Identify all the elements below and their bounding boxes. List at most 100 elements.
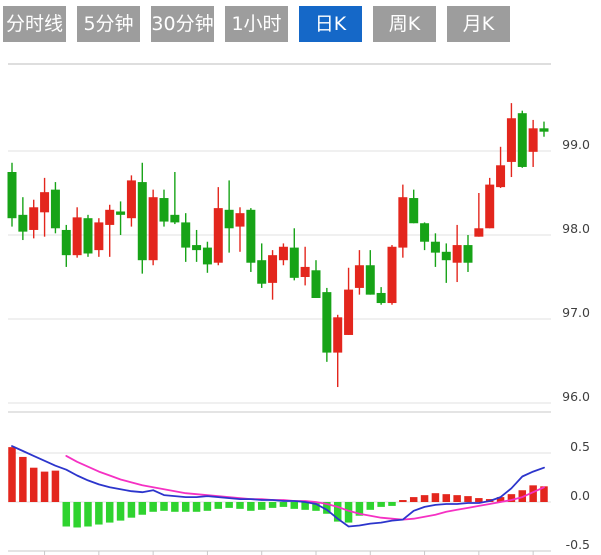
candle-body[interactable] xyxy=(311,270,321,298)
candle-body[interactable] xyxy=(409,198,419,224)
macd-bar xyxy=(431,493,440,502)
macd-bar xyxy=(301,502,309,510)
candle-body[interactable] xyxy=(376,292,386,304)
macd-bar xyxy=(388,502,396,506)
grid: 99.0 98.0 97.0 96.0 0.5 0.0 -0.5 xyxy=(8,63,590,555)
candle-body[interactable] xyxy=(126,180,136,219)
candle-body[interactable] xyxy=(289,247,299,278)
candle-body[interactable] xyxy=(18,214,28,232)
macd-bar xyxy=(138,502,147,515)
macd-bar xyxy=(62,502,71,527)
macd-bar xyxy=(453,495,461,502)
macd-bar xyxy=(323,502,331,514)
candles[interactable] xyxy=(7,103,549,388)
tab-daily-k[interactable]: 日K xyxy=(299,6,362,42)
y-axis-label: 96.0 xyxy=(562,389,590,404)
candle-body[interactable] xyxy=(344,289,354,335)
macd-bar xyxy=(116,502,125,521)
tab-5min[interactable]: 5分钟 xyxy=(77,6,140,42)
macd-bar xyxy=(19,456,27,502)
candle-body[interactable] xyxy=(213,208,223,263)
candle-body[interactable] xyxy=(7,172,17,219)
dea-line xyxy=(65,454,545,521)
macd-bar xyxy=(73,502,81,528)
macd-bar xyxy=(496,497,505,502)
macd-bar xyxy=(236,502,244,509)
tab-monthly-k[interactable]: 月K xyxy=(447,6,510,42)
candle-body[interactable] xyxy=(40,192,50,213)
macd-bar xyxy=(247,502,255,511)
macd-bar xyxy=(181,502,190,512)
candle-body[interactable] xyxy=(246,209,256,263)
y-axis-label: 97.0 xyxy=(562,305,590,320)
tab-30min[interactable]: 30分钟 xyxy=(151,6,214,42)
candle-body[interactable] xyxy=(420,223,430,242)
macd-bar xyxy=(225,502,233,508)
macd-bar xyxy=(268,502,277,508)
candle-body[interactable] xyxy=(268,255,278,283)
macd-bar xyxy=(127,502,136,518)
candle-body[interactable] xyxy=(72,217,82,256)
candle-body[interactable] xyxy=(29,207,39,230)
y-axis-label: 0.5 xyxy=(570,439,590,454)
candle-body[interactable] xyxy=(224,209,234,229)
macd-bar xyxy=(529,485,537,502)
candle-body[interactable] xyxy=(50,189,60,229)
candle-body[interactable] xyxy=(300,266,310,277)
candle-body[interactable] xyxy=(496,165,506,188)
macd-bar xyxy=(214,502,223,509)
candle-body[interactable] xyxy=(485,184,495,229)
candle-body[interactable] xyxy=(159,198,169,222)
macd-bar xyxy=(464,496,472,502)
macd-bar xyxy=(518,490,527,502)
candle-body[interactable] xyxy=(333,317,343,353)
y-axis-label: -0.5 xyxy=(566,537,590,552)
candle-body[interactable] xyxy=(365,265,375,295)
macd-bar xyxy=(279,502,288,507)
macd-bar xyxy=(442,494,451,502)
candle-body[interactable] xyxy=(278,246,288,261)
candle-body[interactable] xyxy=(474,228,484,237)
candle-body[interactable] xyxy=(517,113,527,167)
candle-body[interactable] xyxy=(387,246,397,304)
tab-weekly-k[interactable]: 周K xyxy=(373,6,436,42)
macd-bar xyxy=(290,502,299,509)
candle-body[interactable] xyxy=(137,182,147,261)
candle-body[interactable] xyxy=(430,241,440,253)
candle-body[interactable] xyxy=(257,260,267,284)
candle-body[interactable] xyxy=(148,197,158,261)
candle-body[interactable] xyxy=(61,229,71,256)
candle-body[interactable] xyxy=(94,222,104,251)
candle-body[interactable] xyxy=(452,245,462,263)
macd-bar xyxy=(192,502,201,512)
macd-bar xyxy=(344,502,353,523)
y-axis-label: 0.0 xyxy=(570,488,590,503)
candle-body[interactable] xyxy=(235,213,245,227)
candle-body[interactable] xyxy=(202,247,212,265)
candle-body[interactable] xyxy=(539,128,549,132)
macd-bar xyxy=(475,498,483,502)
candle-body[interactable] xyxy=(463,245,473,263)
candle-body[interactable] xyxy=(181,222,191,248)
candle-body[interactable] xyxy=(506,118,516,162)
macd-bar xyxy=(51,470,60,502)
candle-body[interactable] xyxy=(322,292,332,353)
candle-body[interactable] xyxy=(398,197,408,248)
tab-1hour[interactable]: 1小时 xyxy=(225,6,288,42)
candle-body[interactable] xyxy=(192,245,202,251)
macd-bar xyxy=(366,502,375,510)
macd-bar xyxy=(203,502,212,511)
candle-body[interactable] xyxy=(441,251,451,261)
candle-body[interactable] xyxy=(170,214,180,223)
macd-bar xyxy=(40,471,49,502)
candle-body[interactable] xyxy=(116,211,126,215)
tab-minute-line[interactable]: 分时线 xyxy=(3,6,66,42)
macd-bar xyxy=(333,502,342,522)
candle-body[interactable] xyxy=(354,265,364,288)
candle-body[interactable] xyxy=(83,218,93,254)
candle-body[interactable] xyxy=(528,128,538,152)
y-axis-label: 99.0 xyxy=(562,137,590,152)
macd-bar xyxy=(540,486,548,502)
candle-body[interactable] xyxy=(105,209,115,225)
